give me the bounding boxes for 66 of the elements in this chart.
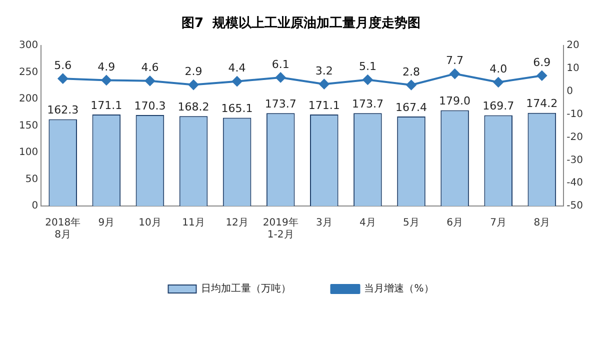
y-tick-label: 300 (18, 40, 38, 52)
y2-tick-label: 20 (566, 40, 580, 52)
data-label: 4.4 (228, 62, 246, 75)
data-label: 162.3 (47, 104, 79, 117)
point (319, 79, 330, 90)
data-label: 165.1 (221, 102, 253, 116)
y2-tick-label: -50 (566, 200, 584, 212)
data-label: 2.9 (184, 65, 202, 78)
x-tick-label: 12月 (226, 218, 248, 229)
y2-tick-label: 10 (566, 63, 580, 74)
legend-label: 日均加工量（万吨） (201, 282, 292, 295)
y-tick-label: 150 (18, 120, 38, 132)
data-label: 171.1 (308, 98, 340, 112)
x-tick-label: 5月 (403, 218, 420, 229)
x-tick-label: 6月 (446, 218, 463, 229)
data-label: 4.9 (98, 60, 116, 74)
y2-tick-label: 0 (566, 86, 574, 98)
data-label: 4.0 (490, 62, 508, 76)
x-tick-label: 11月 (182, 218, 205, 229)
point (450, 68, 460, 79)
point (144, 76, 155, 86)
x-tick-label: 9月 (98, 218, 115, 229)
y2-tick-label: -40 (566, 178, 584, 189)
y-tick-label: 250 (18, 66, 38, 78)
data-label: 6.9 (533, 56, 551, 69)
data-label: 167.4 (396, 100, 427, 114)
point (101, 75, 112, 86)
point (58, 74, 68, 84)
data-label: 169.7 (482, 100, 514, 113)
x-tick-label: 7月 (490, 218, 507, 229)
data-label: 170.3 (134, 99, 166, 112)
data-label: 174.2 (526, 97, 558, 110)
data-label: 179.0 (439, 94, 471, 108)
point (536, 70, 547, 81)
y2-tick-label: -30 (566, 154, 584, 166)
point (276, 72, 286, 82)
point (188, 80, 199, 90)
x-tick-label: 2018年 8月 (45, 216, 81, 241)
data-label: 5.1 (358, 60, 376, 74)
point (493, 77, 504, 88)
chart-title: 图7 规模以上工业原油加工量月度走势图 (181, 15, 421, 32)
data-label: 171.1 (90, 98, 122, 112)
data-label: 5.6 (54, 58, 72, 72)
legend-label: 当月增速（%） (364, 282, 434, 295)
x-tick-label: 3月 (316, 218, 332, 229)
x-tick-label: 2019年 1-2月 (262, 216, 298, 241)
point (406, 80, 416, 90)
data-label: 173.7 (352, 97, 384, 110)
data-label: 168.2 (178, 100, 210, 114)
point (362, 74, 373, 85)
x-tick-label: 4月 (360, 218, 376, 229)
x-tick-label: 10月 (138, 218, 162, 229)
data-label: 173.7 (264, 97, 296, 110)
x-tick-label: 8月 (534, 218, 550, 229)
y2-tick-label: -10 (566, 108, 584, 120)
y2-tick-label: -20 (566, 132, 584, 143)
y-tick-label: 50 (25, 174, 38, 185)
data-label: 6.1 (272, 58, 290, 71)
point (232, 76, 242, 86)
data-label: 2.8 (402, 65, 420, 78)
y-tick-label: 100 (18, 147, 38, 158)
data-label: 3.2 (315, 64, 333, 78)
data-label: 4.6 (141, 61, 159, 74)
y-tick-label: 0 (32, 200, 38, 212)
data-label: 7.7 (446, 54, 464, 68)
y-tick-label: 200 (18, 94, 38, 105)
